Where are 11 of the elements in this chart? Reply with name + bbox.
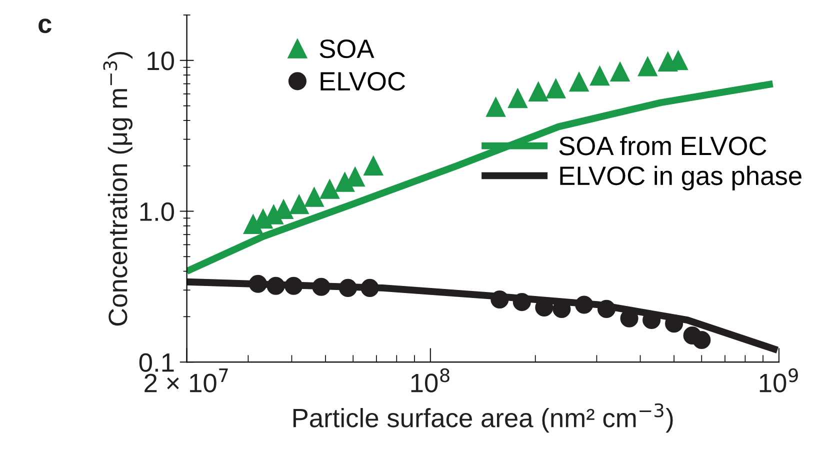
y-axis-title: Concentration (μg m$^{−3}$) [103, 52, 133, 326]
text: c [38, 18, 52, 34]
legend-label: ELVOC in gas phase [560, 166, 802, 190]
x-tick-label: 10$^{9}$ [760, 368, 798, 392]
legend-label: SOA [320, 39, 374, 58]
y-tick-label: 1.0 [140, 202, 174, 222]
x-axis-title: Particle surface area (nm² cm$^{−3}$) [293, 403, 673, 433]
legend-label: ELVOC [320, 72, 406, 91]
x-tick-label: 10$^{8}$ [411, 368, 450, 392]
legend-label: SOA from ELVOC [559, 136, 766, 156]
y-tick-label: 10 [148, 52, 174, 70]
